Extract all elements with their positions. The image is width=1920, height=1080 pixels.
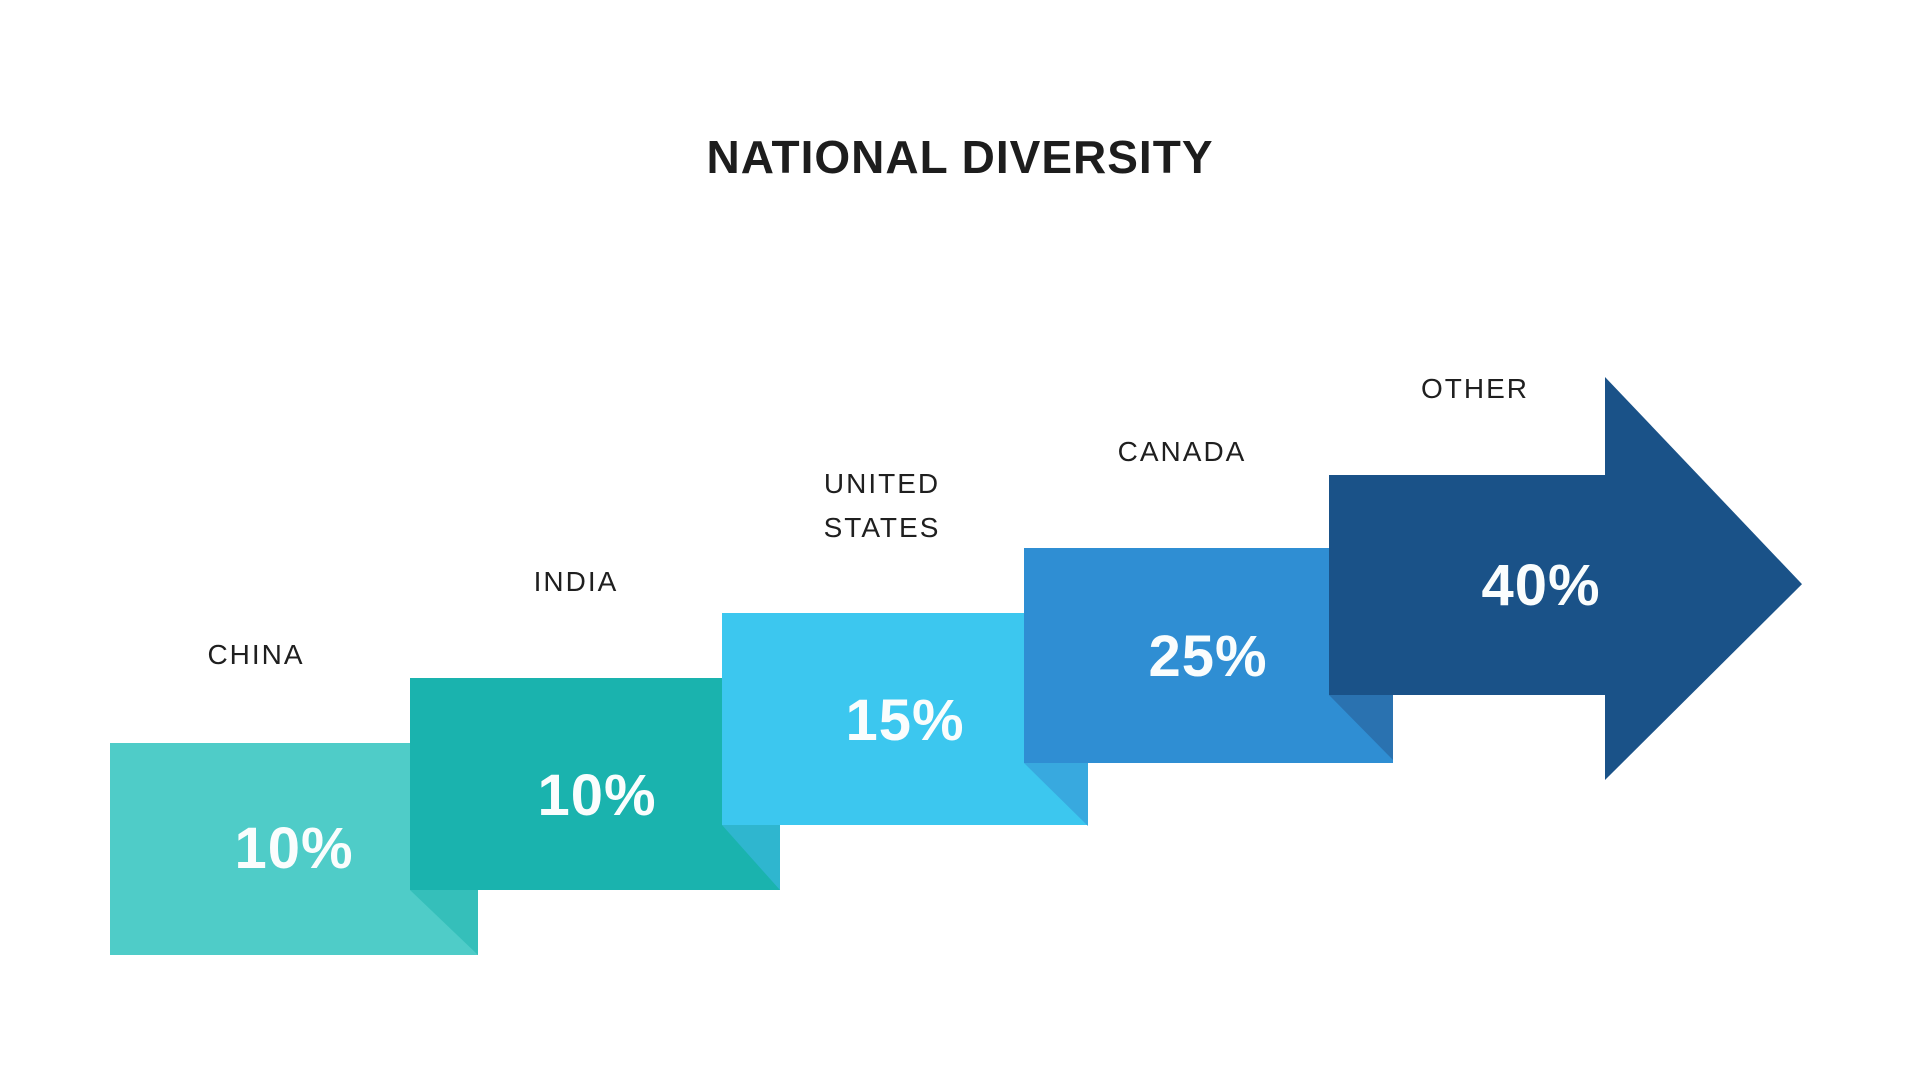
value-label-other: 40% xyxy=(1481,553,1601,618)
category-label-canada: CANADA xyxy=(1117,436,1247,467)
value-label-india: 10% xyxy=(537,763,657,828)
category-label-india: INDIA xyxy=(533,566,619,597)
value-label-canada: 25% xyxy=(1148,624,1268,689)
segment-india xyxy=(410,678,780,890)
category-label-united-states: UNITED STATES xyxy=(824,462,941,550)
segment-other xyxy=(1329,475,1605,695)
category-label-china: CHINA xyxy=(207,639,305,670)
chart-title: NATIONAL DIVERSITY xyxy=(706,131,1214,183)
category-label-united-states-line1: UNITED xyxy=(823,468,941,499)
value-label-china: 10% xyxy=(234,816,354,881)
category-label-other: OTHER xyxy=(1421,373,1529,404)
category-label-united-states-line2: STATES xyxy=(823,512,941,543)
value-label-united-states: 15% xyxy=(845,688,965,753)
arrow-head-icon xyxy=(1605,377,1802,780)
